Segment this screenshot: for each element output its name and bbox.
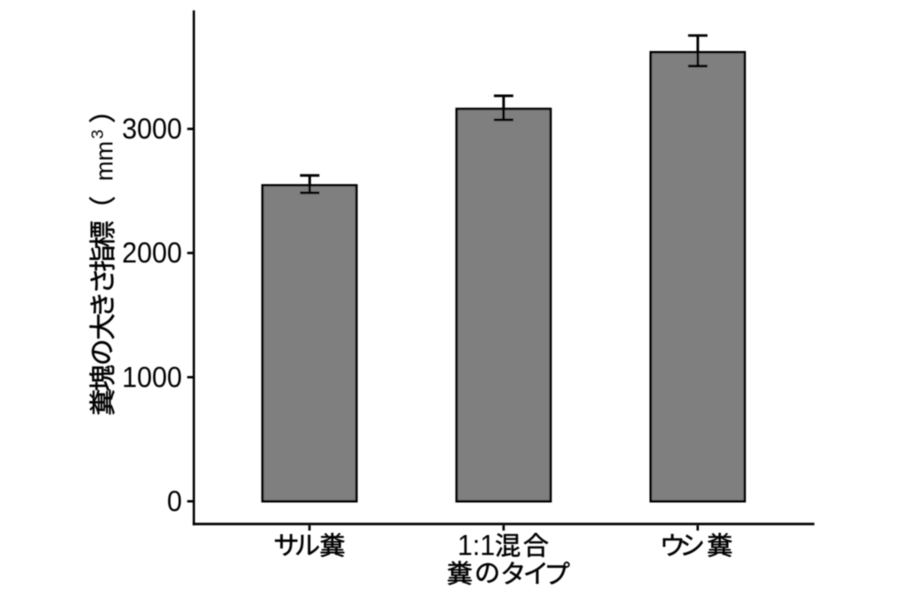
svg-text:0: 0 bbox=[167, 485, 182, 517]
svg-text:1000: 1000 bbox=[122, 361, 182, 393]
svg-text:3000: 3000 bbox=[122, 113, 182, 145]
svg-text:3: 3 bbox=[88, 130, 107, 139]
svg-text:2000: 2000 bbox=[122, 237, 182, 269]
svg-text:mm: mm bbox=[92, 141, 119, 181]
svg-text:1:1: 1:1 bbox=[458, 529, 496, 561]
